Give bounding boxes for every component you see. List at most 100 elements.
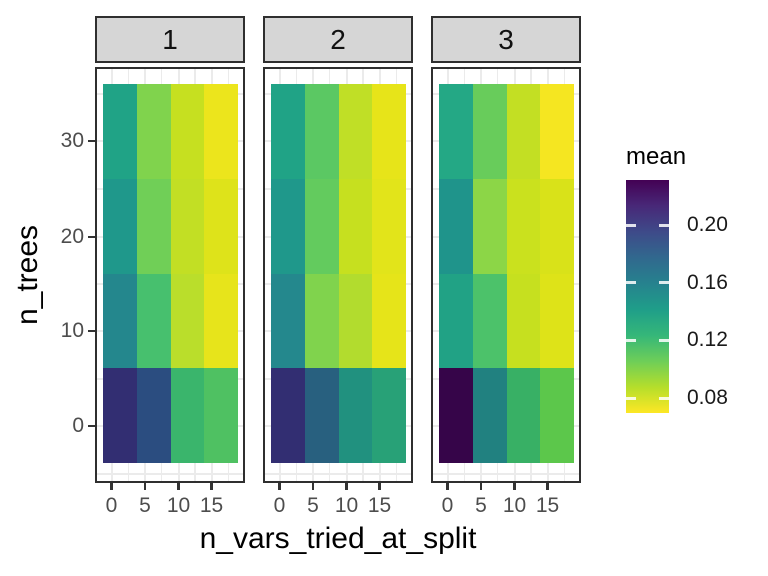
heatmap-tile [103,178,137,274]
heatmap-tile [136,273,171,369]
heatmap-tile [506,273,541,369]
legend-tick-label: 0.12 [687,328,728,352]
heatmap-tile [136,178,171,274]
x-tick [110,483,113,490]
grid-line-minor [263,473,413,475]
heatmap-tile [506,178,541,274]
panel-border [95,67,245,483]
x-tick [143,483,147,490]
x-tick [513,483,516,490]
heatmap-tile [338,178,373,274]
heatmap-tile [103,84,137,179]
heatmap-tile [540,84,574,179]
y-tick [88,139,95,143]
heatmap-tile [170,178,205,274]
x-tick-label: 15 [199,494,224,517]
x-tick [210,483,213,490]
heatmap-tile [338,368,373,463]
legend-tick [659,396,669,400]
x-tick-label: 0 [273,494,286,517]
legend-tick [626,396,636,400]
x-tick-label: 10 [166,494,191,517]
heatmap-panel [95,67,245,483]
heatmap-tile [103,368,137,463]
heatmap-tile [372,84,406,179]
heatmap-tile [472,178,507,274]
legend-tick [626,223,636,227]
legend-tick-label: 0.16 [687,270,728,294]
heatmap-panel [263,67,413,483]
heatmap-tile [204,273,238,369]
x-tick-label: 5 [139,494,151,517]
y-tick [88,235,95,239]
legend-tick [659,338,669,342]
heatmap-tile [170,84,205,179]
legend-colorbar [626,180,669,413]
heatmap-tile [372,273,406,369]
x-tick [177,483,180,490]
x-tick [446,483,449,490]
legend-tick [659,223,669,227]
legend-tick [659,281,669,285]
heatmap-tile [540,178,574,274]
facet-strip-label: 2 [330,23,346,55]
heatmap-tile [338,84,373,179]
x-tick-label: 5 [307,494,319,517]
heatmap-tile [506,368,541,463]
y-tick-label: 0 [72,414,84,437]
x-tick-label: 0 [441,494,454,517]
heatmap-tile [506,84,541,179]
heatmap-panel [431,67,581,483]
facet-strip-label: 1 [162,23,178,55]
x-tick-label: 10 [502,494,527,517]
legend-tick-label: 0.20 [687,213,728,236]
legend-tick [626,338,636,342]
heatmap-tile [136,368,171,463]
heatmap-tile [103,273,137,369]
legend-title: mean [626,143,687,170]
x-tick-label: 5 [475,494,487,517]
grid-line-minor [431,473,581,475]
heatmap-tile [304,84,339,179]
x-tick [311,483,315,490]
facet-strip-label: 3 [498,23,514,55]
heatmap-tile [204,368,238,463]
heatmap-tile [304,368,339,463]
x-axis-title: n_vars_tried_at_split [199,522,477,555]
heatmap-tile [204,84,238,179]
heatmap-tile [472,368,507,463]
heatmap-tile [372,178,406,274]
heatmap-tile [136,84,171,179]
heatmap-tile [372,368,406,463]
heatmap-tile [439,273,473,369]
heatmap-tile [271,84,305,179]
x-tick [278,483,281,490]
panel-border [263,67,413,483]
facet-strip: 2 [263,16,413,63]
heatmap-tile [271,368,305,463]
heatmap-tile [304,178,339,274]
y-tick [88,329,95,333]
x-tick-label: 15 [535,494,560,517]
heatmap-tile [472,273,507,369]
y-tick-label: 30 [60,129,84,152]
facet-strip: 3 [431,16,581,63]
y-tick-label: 20 [60,225,84,248]
heatmap-tile [304,273,339,369]
heatmap-tile [170,368,205,463]
heatmap-tile [338,273,373,369]
heatmap-tile [472,84,507,179]
y-tick-label: 10 [60,319,84,342]
legend-tick-label: 0.08 [687,386,728,409]
x-tick [378,483,381,490]
heatmap-tile [540,273,574,369]
x-tick [479,483,483,490]
heatmap-tile [271,273,305,369]
facet-strip: 1 [95,16,245,63]
x-tick-label: 15 [367,494,392,517]
heatmap-tile [170,273,205,369]
heatmap-tile [540,368,574,463]
heatmap-tile [439,84,473,179]
x-tick [345,483,348,490]
